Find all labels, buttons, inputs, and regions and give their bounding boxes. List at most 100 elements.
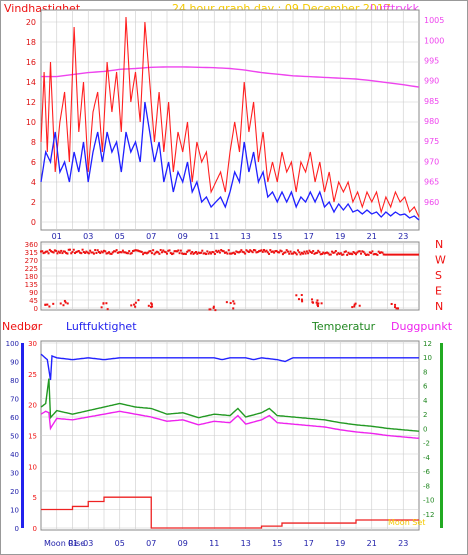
pressure-tick-label: 985: [424, 97, 439, 106]
direction-point: [163, 250, 166, 253]
direction-point: [115, 249, 118, 252]
direction-point: [232, 251, 235, 254]
hour-tick-label: 19: [335, 232, 345, 241]
temperature-tick-label: 2: [423, 411, 427, 419]
direction-point: [81, 248, 84, 251]
direction-point: [320, 302, 323, 305]
direction-point: [171, 253, 174, 256]
wind-average-line: [40, 101, 420, 221]
direction-tick-label: 135: [25, 281, 38, 289]
pressure-tick-label: 1005: [424, 16, 444, 25]
direction-point: [313, 252, 316, 255]
direction-point: [295, 294, 298, 297]
direction-point: [169, 252, 172, 255]
direction-point: [182, 252, 185, 255]
wind-tick-label: 2: [31, 198, 36, 207]
moon-rise-label: Moon Rise: [44, 539, 85, 548]
direction-point: [137, 299, 140, 302]
temperature-tick-label: -2: [423, 440, 430, 448]
direction-point: [166, 252, 168, 255]
temperature-axis-label: Temperatur: [311, 320, 376, 333]
direction-point: [333, 251, 336, 254]
direction-point: [334, 250, 337, 253]
direction-tick-label: 360: [25, 241, 38, 249]
direction-point: [128, 250, 131, 253]
direction-point: [159, 248, 162, 251]
direction-point: [320, 252, 323, 255]
pressure-tick-label: 975: [424, 137, 439, 146]
direction-point: [376, 253, 379, 256]
direction-point: [275, 249, 278, 252]
direction-point: [150, 302, 153, 305]
direction-point: [60, 249, 63, 252]
direction-point: [358, 304, 361, 307]
direction-point: [225, 251, 228, 254]
direction-point: [105, 302, 108, 305]
direction-point: [90, 251, 93, 254]
temperature-line: [40, 378, 420, 432]
direction-point: [74, 252, 77, 255]
direction-point: [64, 301, 67, 304]
direction-point: [366, 253, 369, 256]
direction-point: [91, 251, 94, 254]
direction-point: [105, 252, 108, 255]
direction-point: [270, 250, 273, 253]
direction-point: [76, 250, 79, 253]
humidity-axis-label: Luftfuktighet: [66, 320, 137, 333]
direction-point: [66, 252, 69, 255]
direction-point: [239, 250, 242, 253]
direction-point: [216, 251, 219, 254]
direction-point: [233, 302, 236, 305]
direction-point: [51, 250, 54, 253]
rain-tick-label: 30: [28, 340, 37, 348]
direction-point: [354, 302, 357, 305]
direction-point: [249, 249, 252, 252]
direction-point: [351, 306, 354, 309]
compass-label: N: [435, 238, 443, 251]
direction-point: [116, 251, 119, 254]
humidity-tick-label: 70: [10, 396, 19, 404]
direction-point: [375, 253, 378, 256]
temperature-tick-label: 8: [423, 368, 427, 376]
hour-tick-label: 05: [115, 539, 125, 548]
direction-point: [67, 248, 70, 251]
direction-point: [363, 252, 366, 255]
direction-point: [304, 252, 307, 255]
hour-tick-label: 13: [241, 232, 251, 241]
direction-point: [218, 251, 221, 254]
direction-point: [327, 252, 330, 255]
direction-point: [283, 251, 286, 254]
direction-point: [134, 249, 137, 252]
direction-point: [114, 250, 117, 253]
direction-point: [217, 249, 220, 252]
rain-tick-label: 20: [28, 402, 37, 410]
direction-point: [40, 250, 42, 253]
hour-tick-label: 21: [367, 232, 377, 241]
direction-point: [87, 252, 90, 255]
direction-point: [100, 306, 103, 309]
direction-point: [307, 252, 310, 255]
direction-point: [200, 251, 203, 254]
humidity-tick-label: 90: [10, 359, 19, 367]
direction-point: [85, 250, 88, 253]
direction-point: [236, 251, 239, 254]
direction-point: [234, 252, 237, 255]
direction-point: [134, 305, 137, 308]
direction-point: [390, 302, 393, 305]
direction-point: [72, 248, 75, 251]
direction-point: [290, 252, 293, 255]
direction-point: [353, 252, 356, 255]
humidity-tick-label: 50: [10, 433, 19, 441]
direction-point: [265, 249, 268, 252]
hour-tick-label: 17: [304, 539, 314, 548]
direction-point: [300, 298, 303, 301]
pressure-line: [41, 66, 420, 88]
direction-point: [123, 251, 126, 254]
direction-point: [292, 252, 294, 255]
direction-point: [370, 251, 373, 254]
direction-point: [315, 251, 318, 254]
rain-line: [41, 496, 419, 529]
humidity-tick-label: 10: [10, 507, 19, 515]
direction-tick-label: 315: [25, 249, 38, 257]
